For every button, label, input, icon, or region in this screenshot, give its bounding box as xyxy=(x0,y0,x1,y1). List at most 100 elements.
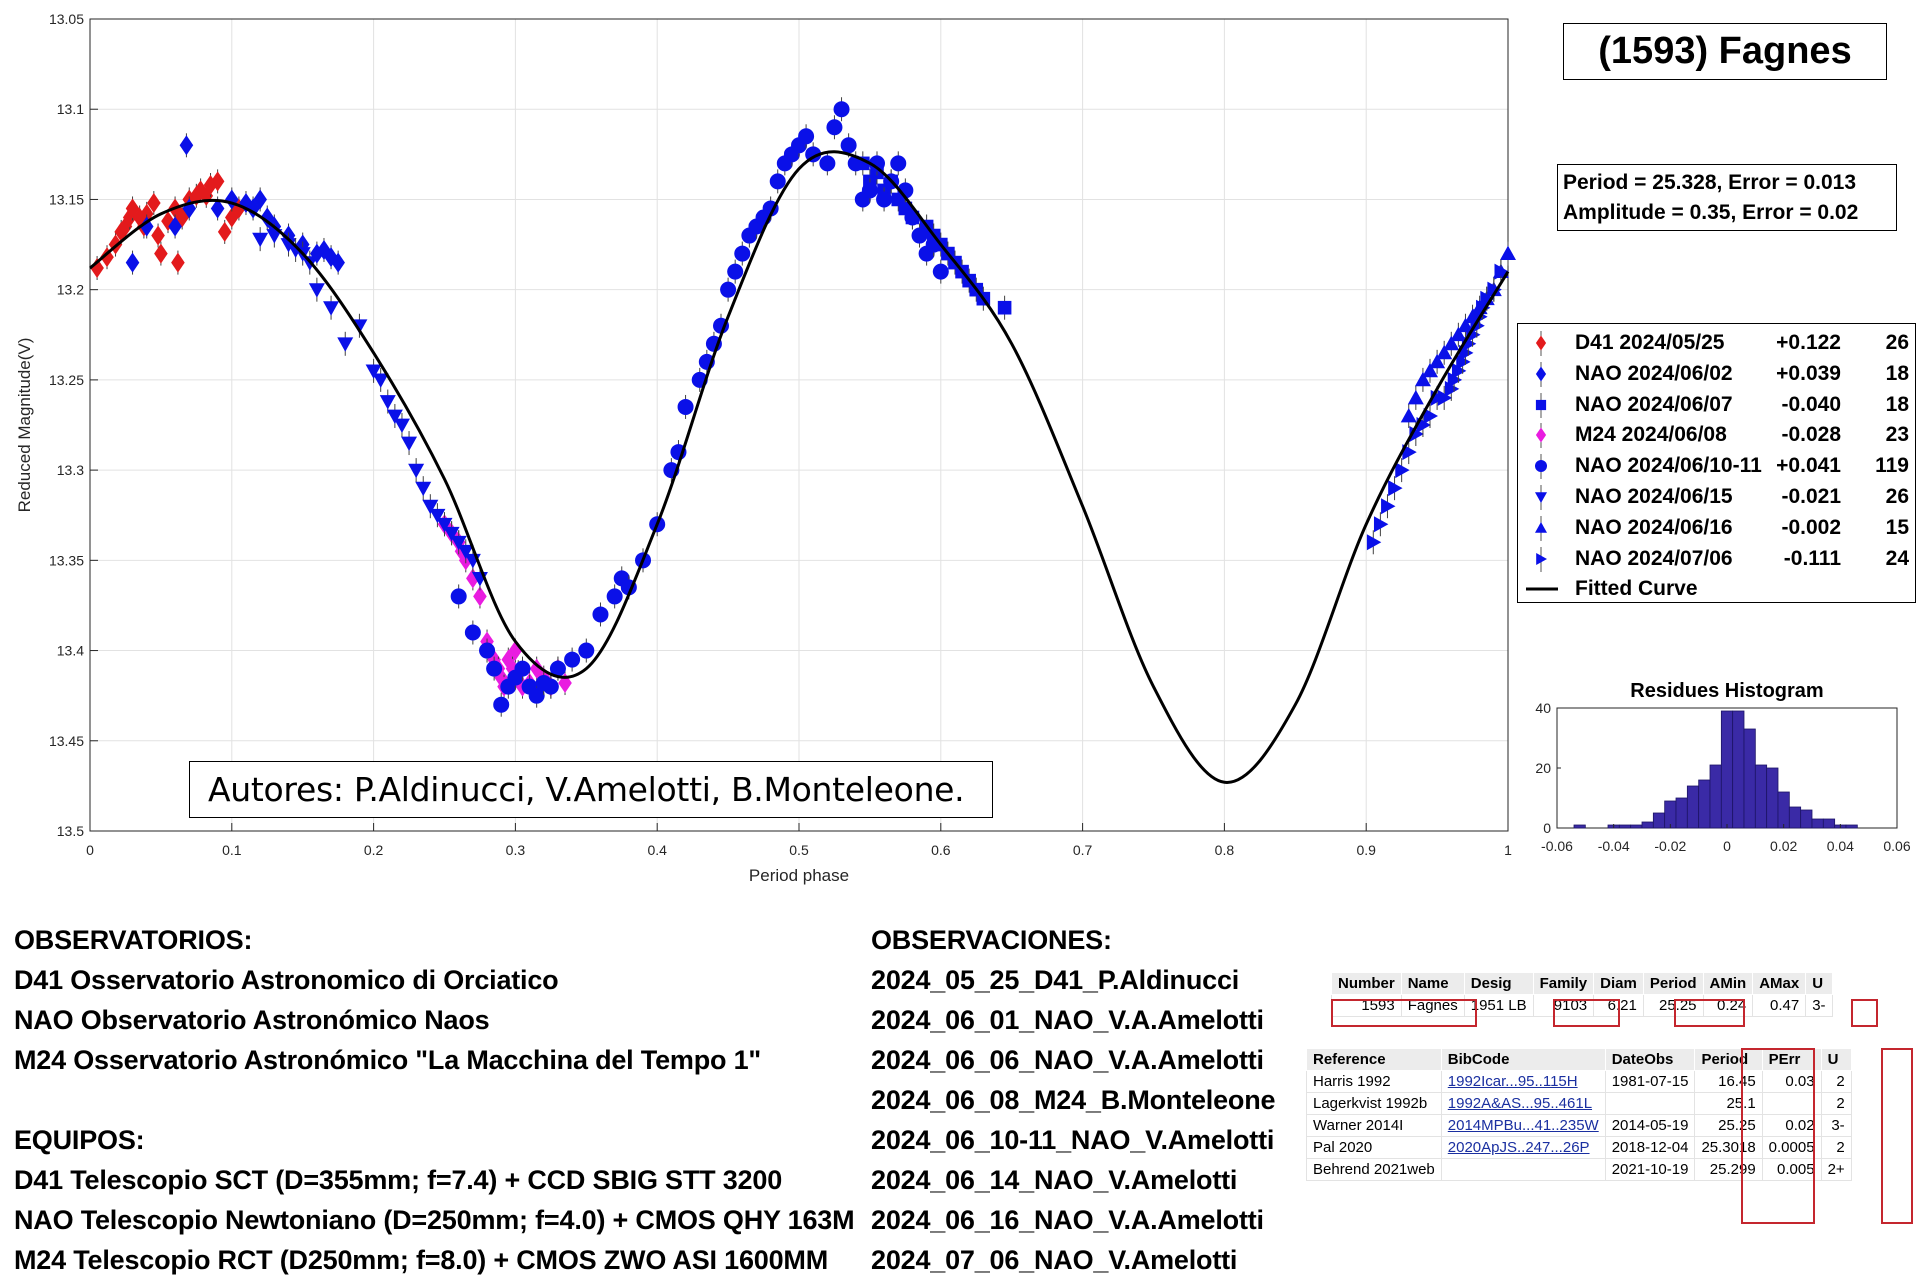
data-point xyxy=(720,281,737,298)
data-point xyxy=(932,263,949,280)
data-point xyxy=(1373,516,1389,533)
observacion-line: 2024_06_16_NAO_V.A.Amelotti xyxy=(871,1205,1264,1235)
table-cell: 2 xyxy=(1820,1092,1852,1115)
table-header: BibCode xyxy=(1440,1048,1606,1071)
table-cell: Behrend 2021web xyxy=(1306,1158,1442,1181)
histogram-bar xyxy=(1754,764,1768,829)
y-tick-label: 13.05 xyxy=(49,11,84,27)
table-cell: 1593 xyxy=(1331,994,1402,1017)
data-point xyxy=(1535,460,1547,473)
data-point xyxy=(232,198,246,219)
data-point xyxy=(450,588,467,605)
legend-count: 26 xyxy=(1885,331,1909,354)
data-point xyxy=(457,544,474,560)
data-point xyxy=(239,193,253,214)
table-cell: Harris 1992 xyxy=(1306,1070,1442,1093)
table-row: Harris 1992 1992Icar...95..115H 1981-07-15… xyxy=(1306,1070,1852,1093)
period-fit-box: Period = 25.328, Error = 0.013 Amplitude… xyxy=(1557,164,1897,231)
x-tick-label: 0.9 xyxy=(1356,842,1376,858)
histogram-bar xyxy=(1686,785,1700,829)
hist-x-tick-label: -0.02 xyxy=(1654,838,1686,854)
y-axis-ticks: 13.05 13.1 13.15 13.2 13.25 13.3 13.35 13.4 13.4… xyxy=(49,11,98,839)
x-tick-label: 0 xyxy=(86,842,94,858)
data-point xyxy=(253,189,267,210)
hist-x-tick-label: 0.04 xyxy=(1827,838,1854,854)
data-point xyxy=(225,207,239,228)
data-point xyxy=(175,207,189,228)
legend-swatch xyxy=(1535,423,1547,449)
legend-label: NAO 2024/06/10-11 xyxy=(1575,454,1762,478)
data-point xyxy=(997,300,1012,315)
legend-offset: -0.002 xyxy=(1781,515,1841,539)
legend-offset: +0.039 xyxy=(1776,361,1841,385)
x-tick-label: 0.1 xyxy=(222,842,242,858)
bibcode-link[interactable]: 1992Icar...95..115H xyxy=(1440,1070,1606,1093)
table-cell: 0.02 xyxy=(1761,1114,1822,1137)
data-point xyxy=(408,463,425,479)
table-cell: 0.47 xyxy=(1752,994,1807,1017)
table-cell: 6.21 xyxy=(1593,994,1644,1017)
table-cell xyxy=(1604,1092,1696,1115)
data-point xyxy=(514,660,531,677)
data-point xyxy=(1480,290,1495,307)
x-tick-label: 0.4 xyxy=(647,842,667,858)
table-cell: 2+ xyxy=(1820,1158,1852,1181)
table-cell xyxy=(1440,1158,1606,1181)
histogram-bar xyxy=(1641,821,1654,829)
data-point xyxy=(436,517,453,533)
table-cell: 0.0005 xyxy=(1761,1136,1822,1159)
table-cell: 16.45 xyxy=(1694,1070,1763,1093)
data-point xyxy=(819,155,836,172)
table-cell: 2 xyxy=(1820,1070,1852,1093)
observatorio-line: M24 Osservatorio Astronómico "La Macchin… xyxy=(14,1045,761,1075)
data-point xyxy=(151,225,165,246)
legend-swatch xyxy=(1535,392,1547,418)
table-header: Family xyxy=(1532,972,1595,995)
legend-swatch xyxy=(1535,515,1547,541)
y-axis-label: Reduced Magnitude(V) xyxy=(15,338,34,513)
legend-count: 119 xyxy=(1875,454,1909,478)
data-point xyxy=(179,135,194,156)
data-point xyxy=(154,243,168,264)
data-point xyxy=(217,221,232,242)
bibcode-link[interactable]: 2014MPBu...41..235W xyxy=(1440,1114,1606,1137)
table-row: Behrend 2021web 2021-10-19 25.299 0.005 2+ xyxy=(1306,1158,1852,1181)
table-cell: Pal 2020 xyxy=(1306,1136,1442,1159)
data-point xyxy=(833,101,850,118)
observacion-line: 2024_06_14_NAO_V.Amelotti xyxy=(871,1165,1238,1195)
series-triangle-down xyxy=(252,223,488,591)
table-cell: 1951 LB xyxy=(1463,994,1534,1017)
data-point xyxy=(386,409,403,424)
data-point xyxy=(100,247,114,268)
table-cell: 2018-12-04 xyxy=(1604,1136,1696,1159)
data-point xyxy=(1366,534,1382,551)
data-point xyxy=(1536,552,1547,565)
histogram-bar xyxy=(1573,824,1586,829)
legend-label: NAO 2024/06/16 xyxy=(1575,515,1733,539)
data-point xyxy=(528,687,545,704)
data-point xyxy=(861,182,878,199)
lcdb-references-table: Reference BibCode DateObs Period PErr U Harris… xyxy=(1306,1048,1852,1181)
data-point xyxy=(1535,335,1547,351)
legend-offset: +0.041 xyxy=(1776,454,1841,478)
x-tick-label: 0.7 xyxy=(1073,842,1093,858)
hist-y-tick-label: 0 xyxy=(1543,820,1551,836)
data-point xyxy=(840,137,857,154)
data-point xyxy=(606,588,623,605)
table-row: Pal 2020 2020ApJS..247...26P 2018-12-04 25.… xyxy=(1306,1136,1852,1159)
legend-entry: M24 2024/06/08 -0.028 23 xyxy=(1518,420,1915,451)
table-cell: 25.25 xyxy=(1694,1114,1763,1137)
legend-count: 15 xyxy=(1885,515,1909,539)
hist-x-tick-label: 0.02 xyxy=(1770,838,1797,854)
bibcode-link[interactable]: 2020ApJS..247...26P xyxy=(1440,1136,1606,1159)
data-point xyxy=(677,398,694,415)
data-point xyxy=(1400,407,1417,423)
histogram-title: Residues Histogram xyxy=(1630,680,1823,702)
table-header: U xyxy=(1805,972,1833,995)
hist-y-tick-label: 20 xyxy=(1535,760,1551,776)
lcdb-summary-table: Number Name Desig Family Diam Period AMin AMax U… xyxy=(1331,972,1833,1017)
data-point xyxy=(1487,281,1502,298)
data-point xyxy=(443,526,460,542)
bibcode-link[interactable]: 1992A&AS...95..461L xyxy=(1440,1092,1606,1115)
legend-count: 23 xyxy=(1885,423,1909,447)
